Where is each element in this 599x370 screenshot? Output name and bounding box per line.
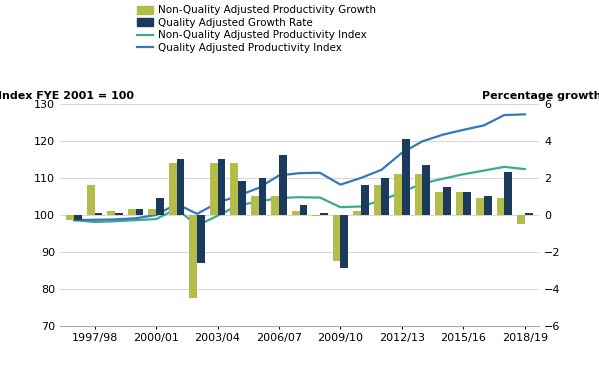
- Bar: [238, 181, 246, 215]
- Bar: [87, 185, 95, 215]
- Bar: [361, 185, 369, 215]
- Bar: [476, 198, 484, 215]
- Bar: [394, 174, 402, 215]
- Bar: [312, 215, 320, 216]
- Bar: [197, 215, 205, 263]
- Bar: [300, 205, 307, 215]
- Bar: [149, 209, 156, 215]
- Bar: [332, 215, 340, 261]
- Bar: [504, 172, 512, 215]
- Bar: [169, 163, 177, 215]
- Bar: [320, 213, 328, 215]
- Bar: [271, 196, 279, 215]
- Legend: Non-Quality Adjusted Productivity Growth, Quality Adjusted Growth Rate, Non-Qual: Non-Quality Adjusted Productivity Growth…: [137, 5, 376, 53]
- Bar: [135, 209, 143, 215]
- Bar: [353, 211, 361, 215]
- Bar: [402, 139, 410, 215]
- Bar: [382, 178, 389, 215]
- Bar: [95, 213, 102, 215]
- Bar: [415, 174, 422, 215]
- Bar: [517, 215, 525, 224]
- Bar: [374, 185, 382, 215]
- Bar: [279, 155, 287, 215]
- Bar: [156, 198, 164, 215]
- Bar: [497, 198, 504, 215]
- Bar: [66, 215, 74, 220]
- Bar: [177, 159, 184, 215]
- Bar: [128, 209, 135, 215]
- Text: Percentage growth: Percentage growth: [482, 91, 599, 101]
- Bar: [251, 196, 259, 215]
- Bar: [259, 178, 267, 215]
- Bar: [74, 215, 82, 220]
- Text: Index FYE 2001 = 100: Index FYE 2001 = 100: [0, 91, 134, 101]
- Bar: [340, 215, 348, 268]
- Bar: [189, 215, 197, 298]
- Bar: [464, 192, 471, 215]
- Bar: [484, 196, 492, 215]
- Bar: [230, 163, 238, 215]
- Bar: [292, 211, 300, 215]
- Bar: [115, 213, 123, 215]
- Bar: [217, 159, 225, 215]
- Bar: [435, 192, 443, 215]
- Bar: [443, 187, 450, 215]
- Bar: [210, 163, 217, 215]
- Bar: [456, 192, 464, 215]
- Bar: [525, 213, 533, 215]
- Bar: [422, 165, 430, 215]
- Bar: [107, 211, 115, 215]
